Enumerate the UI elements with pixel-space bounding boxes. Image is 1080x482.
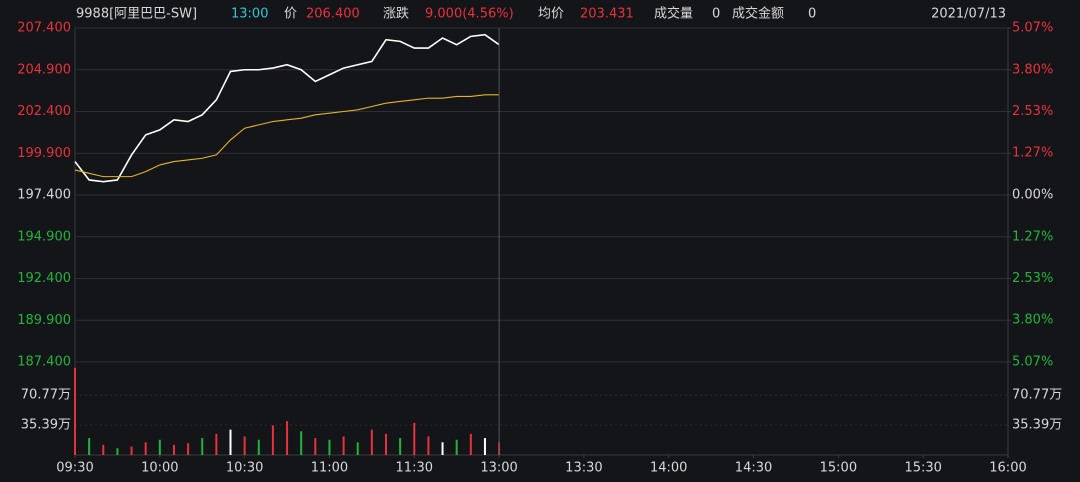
x-tick-label: 13:00 bbox=[480, 461, 517, 476]
x-tick-label: 10:30 bbox=[226, 461, 263, 476]
x-tick-label: 16:00 bbox=[989, 461, 1026, 476]
x-tick-label: 15:30 bbox=[904, 461, 941, 476]
amount-label: 成交金额 bbox=[732, 6, 784, 22]
y2-tick-label: 2.53% bbox=[1012, 104, 1053, 119]
y2-tick-label: 3.80% bbox=[1012, 62, 1053, 77]
time: 13:00 bbox=[231, 7, 268, 22]
volume-bar bbox=[483, 438, 486, 455]
volume-bar bbox=[370, 429, 373, 455]
volume-bar bbox=[158, 439, 161, 455]
y-tick-label: 189.900 bbox=[17, 313, 71, 328]
avg-label: 均价 bbox=[538, 7, 564, 22]
volume-bar bbox=[257, 439, 260, 455]
avg: 203.431 bbox=[580, 7, 634, 22]
amount: 0 bbox=[808, 7, 816, 22]
y2-tick-label: 3.80% bbox=[1012, 313, 1053, 328]
volume-label: 成交量 bbox=[654, 6, 693, 22]
x-tick-label: 11:30 bbox=[396, 461, 433, 476]
y2-tick-label: 1.27% bbox=[1012, 229, 1053, 244]
volume-bar bbox=[215, 433, 218, 455]
change: 9.000(4.56%) bbox=[425, 7, 514, 22]
volume-bar bbox=[130, 446, 133, 455]
volume-bar bbox=[74, 367, 76, 455]
volume-bar bbox=[300, 431, 303, 455]
x-tick-label: 14:00 bbox=[650, 461, 687, 476]
volume-bar bbox=[116, 448, 119, 455]
y-tick-label: 197.400 bbox=[17, 188, 71, 203]
volume-bar bbox=[427, 436, 430, 455]
volume-bar bbox=[243, 436, 246, 455]
volume: 0 bbox=[712, 7, 720, 22]
volume-bar bbox=[441, 442, 444, 455]
x-tick-label: 10:00 bbox=[141, 461, 178, 476]
volume-bar bbox=[144, 442, 147, 455]
x-tick-label: 14:30 bbox=[735, 461, 772, 476]
volume-bar bbox=[187, 443, 190, 455]
y-tick-label: 35.39万 bbox=[21, 418, 71, 433]
volume-bar bbox=[271, 425, 274, 455]
volume-bar bbox=[314, 438, 317, 455]
y2-tick-label: 5.07% bbox=[1012, 21, 1053, 36]
y2-tick-label: 1.27% bbox=[1012, 146, 1053, 161]
y-tick-label: 70.77万 bbox=[21, 388, 71, 403]
y-tick-label: 202.400 bbox=[17, 104, 71, 119]
volume-bar bbox=[88, 438, 91, 455]
price: 206.400 bbox=[306, 7, 360, 22]
volume-bar bbox=[469, 433, 472, 455]
x-tick-label: 09:30 bbox=[56, 461, 93, 476]
header: 9988[阿里巴巴-SW] 13:00 价 206.400 涨跌 9.000(4… bbox=[76, 6, 1006, 22]
change-label: 涨跌 bbox=[383, 6, 409, 22]
x-tick-label: 13:30 bbox=[565, 461, 602, 476]
stock-code: 9988[阿里巴巴-SW] bbox=[76, 7, 197, 22]
volume-bar bbox=[413, 422, 416, 455]
volume-bar bbox=[229, 429, 232, 455]
y-tick-label: 192.400 bbox=[17, 271, 71, 286]
volume-bar bbox=[172, 444, 175, 455]
volume-bar bbox=[201, 438, 204, 455]
x-tick-label: 11:00 bbox=[311, 461, 348, 476]
volume-bar bbox=[385, 433, 387, 455]
y-tick-label: 187.400 bbox=[17, 355, 71, 370]
volume-bar bbox=[342, 436, 345, 455]
y2-tick-label: 5.07% bbox=[1012, 355, 1053, 370]
y-tick-label: 204.900 bbox=[17, 62, 71, 77]
date: 2021/07/13 bbox=[931, 7, 1006, 22]
volume-bar bbox=[399, 438, 402, 455]
y-tick-label-right: 70.77万 bbox=[1012, 388, 1062, 403]
y-tick-label-right: 35.39万 bbox=[1012, 418, 1062, 433]
y-tick-label: 207.400 bbox=[17, 21, 71, 36]
price-label: 价 bbox=[284, 7, 297, 22]
volume-bar bbox=[356, 442, 359, 455]
y2-tick-label: 0.00% bbox=[1012, 188, 1053, 203]
volume-bar bbox=[455, 439, 458, 455]
y2-tick-label: 2.53% bbox=[1012, 271, 1053, 286]
price-line bbox=[74, 94, 500, 178]
volume-bar bbox=[286, 421, 289, 455]
y-tick-label: 199.900 bbox=[17, 146, 71, 161]
volume-bar bbox=[102, 444, 105, 455]
volume-bar bbox=[328, 439, 331, 455]
y-tick-label: 194.900 bbox=[17, 229, 71, 244]
price-line bbox=[74, 33, 500, 183]
x-tick-label: 15:00 bbox=[820, 461, 857, 476]
